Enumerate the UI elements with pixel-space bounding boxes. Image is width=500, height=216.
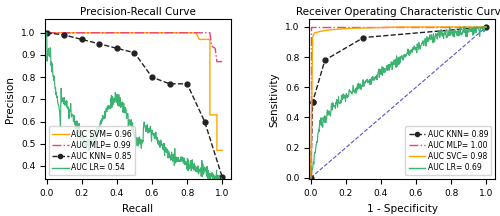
Legend: AUC SVM= 0.96, AUC MLP= 0.99, AUC KNN= 0.85, AUC LR= 0.54: AUC SVM= 0.96, AUC MLP= 0.99, AUC KNN= 0… xyxy=(49,127,135,175)
Title: Receiver Operating Characteristic Curve: Receiver Operating Characteristic Curve xyxy=(296,7,500,17)
X-axis label: Recall: Recall xyxy=(122,203,154,214)
X-axis label: 1 - Specificity: 1 - Specificity xyxy=(366,203,438,214)
Y-axis label: Precision: Precision xyxy=(6,76,16,123)
Title: Precision-Recall Curve: Precision-Recall Curve xyxy=(80,7,196,17)
Y-axis label: Sensitivity: Sensitivity xyxy=(270,72,280,127)
Legend: AUC KNN= 0.89, AUC MLP= 1.00, AUC SVC= 0.98, AUC LR= 0.69: AUC KNN= 0.89, AUC MLP= 1.00, AUC SVC= 0… xyxy=(406,127,491,175)
